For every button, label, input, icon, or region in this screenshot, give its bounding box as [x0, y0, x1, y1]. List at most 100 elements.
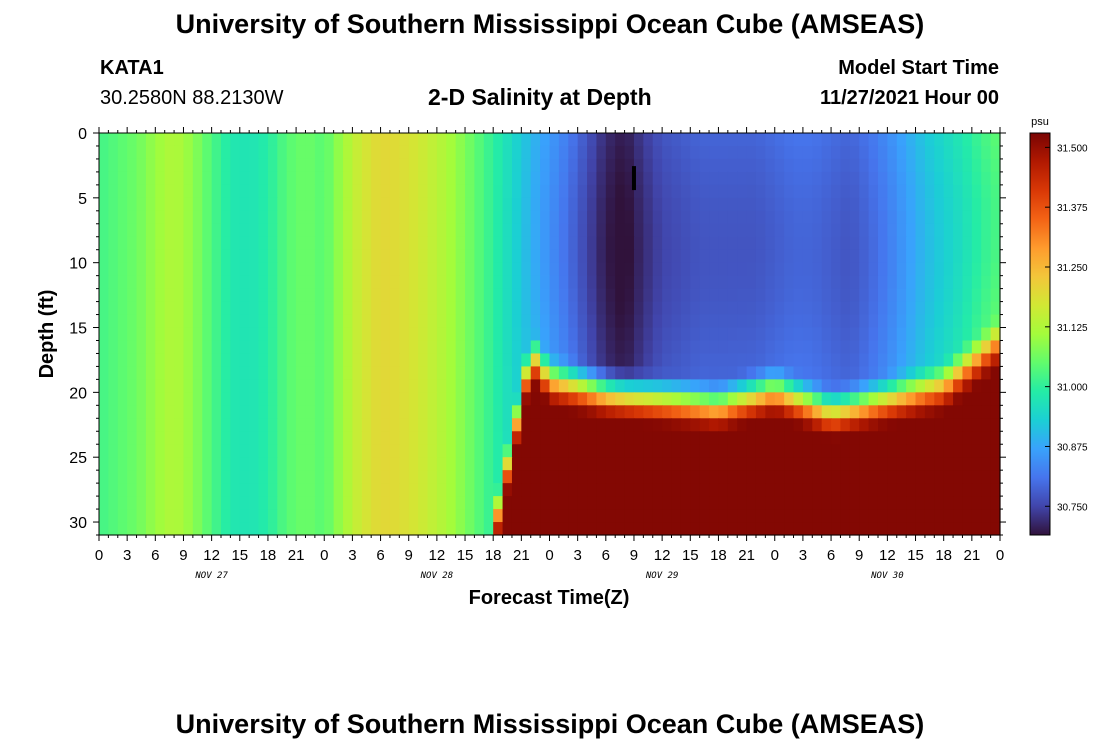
heatmap-cell [831, 327, 842, 342]
heatmap-cell [906, 496, 917, 510]
heatmap-cell [511, 314, 522, 329]
heatmap-cell [633, 184, 644, 199]
heatmap-cell [709, 158, 720, 173]
heatmap-cell [549, 184, 560, 199]
heatmap-cell [418, 444, 429, 458]
heatmap-cell [446, 171, 457, 186]
heatmap-cell [127, 236, 138, 251]
heatmap-cell [709, 145, 720, 160]
heatmap-cell [671, 158, 682, 173]
heatmap-cell [755, 366, 766, 380]
heatmap-cell [859, 301, 870, 316]
heatmap-cell [962, 236, 973, 251]
heatmap-cell [887, 418, 898, 432]
heatmap-cell [934, 249, 945, 264]
heatmap-cell [924, 340, 935, 355]
heatmap-cell [709, 522, 720, 536]
heatmap-cell [643, 379, 654, 393]
heatmap-cell [718, 418, 729, 432]
heatmap-cell [943, 405, 954, 419]
heatmap-cell [427, 210, 438, 225]
heatmap-cell [296, 223, 307, 238]
heatmap-cell [540, 496, 551, 510]
heatmap-cell [765, 431, 776, 445]
heatmap-cell [568, 379, 579, 393]
colorbar: 31.50031.37531.25031.12531.00030.87530.7… [1029, 116, 1088, 536]
heatmap-cell [671, 301, 682, 316]
heatmap-cell [568, 210, 579, 225]
heatmap-cell [446, 327, 457, 342]
heatmap-cell [924, 353, 935, 368]
heatmap-cell [802, 197, 813, 212]
heatmap-cell [962, 522, 973, 536]
heatmap-cell [521, 210, 532, 225]
heatmap-cell [924, 496, 935, 510]
heatmap-cell [305, 223, 316, 238]
heatmap-cell [127, 522, 138, 536]
heatmap-cell [990, 392, 1001, 406]
heatmap-cell [868, 262, 879, 277]
heatmap-cell [408, 301, 419, 316]
heatmap-cell [549, 133, 560, 147]
heatmap-cell [258, 444, 269, 458]
heatmap-cell [924, 392, 935, 406]
heatmap-cell [540, 133, 551, 147]
heatmap-cell [286, 236, 297, 251]
heatmap-cell [239, 158, 250, 173]
heatmap-cell [455, 275, 466, 290]
heatmap-cell [680, 444, 691, 458]
heatmap-cell [624, 171, 635, 186]
heatmap-cell [709, 223, 720, 238]
heatmap-cell [709, 392, 720, 406]
heatmap-cell [577, 340, 588, 355]
heatmap-cell [896, 327, 907, 342]
heatmap-cell [530, 418, 541, 432]
heatmap-cell [718, 483, 729, 497]
heatmap-cell [568, 236, 579, 251]
heatmap-cell [549, 509, 560, 523]
heatmap-cell [887, 314, 898, 329]
heatmap-cell [493, 496, 504, 510]
heatmap-cell [568, 249, 579, 264]
heatmap-cell [680, 210, 691, 225]
heatmap-cell [267, 314, 278, 329]
heatmap-cell [474, 171, 485, 186]
heatmap-cell [802, 431, 813, 445]
heatmap-cell [746, 379, 757, 393]
heatmap-cell [587, 301, 598, 316]
heatmap-cell [990, 158, 1001, 173]
heatmap-cell [737, 353, 748, 368]
heatmap-cell [709, 457, 720, 471]
heatmap-cell [934, 509, 945, 523]
heatmap-cell [127, 275, 138, 290]
heatmap-cell [709, 197, 720, 212]
heatmap-cell [305, 483, 316, 497]
heatmap-cell [521, 496, 532, 510]
heatmap-cell [596, 184, 607, 199]
heatmap-cell [277, 483, 288, 497]
heatmap-cell [136, 353, 147, 368]
heatmap-cell [652, 522, 663, 536]
heatmap-cell [896, 353, 907, 368]
heatmap-cell [427, 223, 438, 238]
heatmap-cell [296, 184, 307, 199]
heatmap-cell [455, 301, 466, 316]
heatmap-cell [427, 509, 438, 523]
heatmap-cell [924, 483, 935, 497]
heatmap-cell [324, 457, 335, 471]
heatmap-cell [117, 496, 128, 510]
heatmap-cell [643, 444, 654, 458]
heatmap-cell [389, 483, 400, 497]
heatmap-cell [596, 340, 607, 355]
heatmap-cell [221, 444, 231, 458]
heatmap-cell [296, 509, 307, 523]
heatmap-cell [277, 418, 288, 432]
heatmap-cell [962, 158, 973, 173]
heatmap-cell [230, 483, 241, 497]
heatmap-cell [652, 379, 663, 393]
heatmap-cell [793, 223, 804, 238]
heatmap-cell [699, 210, 710, 225]
heatmap-cell [136, 431, 147, 445]
heatmap-cell [455, 223, 466, 238]
heatmap-cell [530, 133, 541, 147]
